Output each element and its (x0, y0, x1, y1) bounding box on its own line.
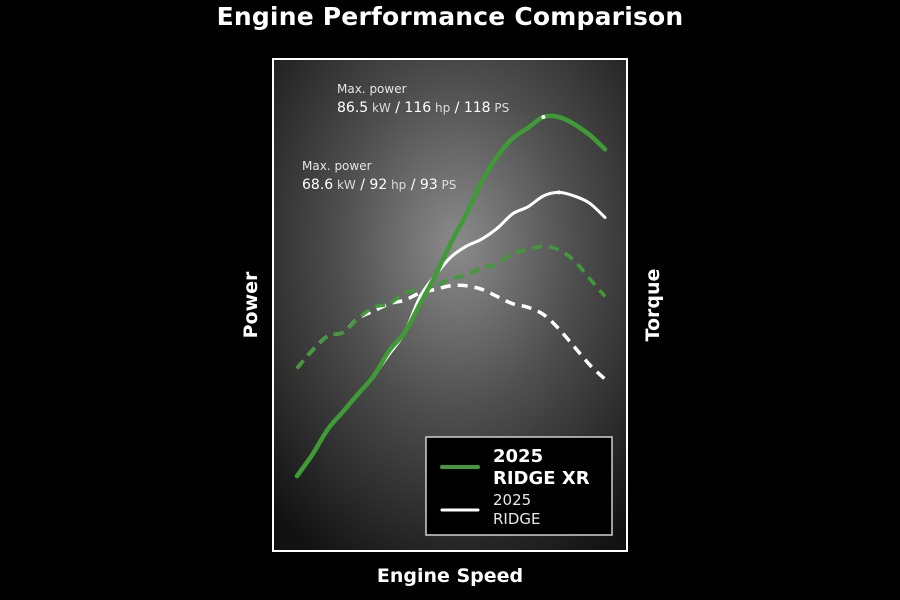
max-power-caption: Max. power (302, 159, 372, 173)
legend-label-ridge-xr-year: 2025 (493, 446, 543, 467)
y2-axis-label: Torque (642, 269, 664, 342)
chart-title: Engine Performance Comparison (216, 2, 684, 31)
series-ridge-xr-torque-line (295, 244, 607, 370)
legend-label-ridge-model: RIDGE (493, 510, 541, 528)
annotation-layer: Max. power 86.5 kW / 116 hp / 118 PS Max. … (300, 82, 561, 195)
max-power-marker (556, 190, 561, 195)
max-power-value: 86.5 kW / 116 hp / 118 PS (337, 100, 509, 116)
max-power-marker (541, 115, 546, 119)
x-axis-label: Engine Speed (377, 565, 523, 587)
series-ridge-xr-power-line (294, 113, 608, 479)
max-power-caption: Max. power (337, 82, 407, 96)
legend-box (425, 436, 613, 536)
legend: 2025 RIDGE XR 2025 RIDGE (425, 436, 613, 536)
max-power-value: 68.6 kW / 92 hp / 93 PS (302, 177, 456, 193)
legend-label-ridge-xr-model: RIDGE XR (493, 468, 590, 489)
series-ridge-torque-line (295, 283, 607, 381)
legend-label-ridge-year: 2025 (493, 491, 531, 509)
y-axis-label: Power (240, 271, 262, 338)
